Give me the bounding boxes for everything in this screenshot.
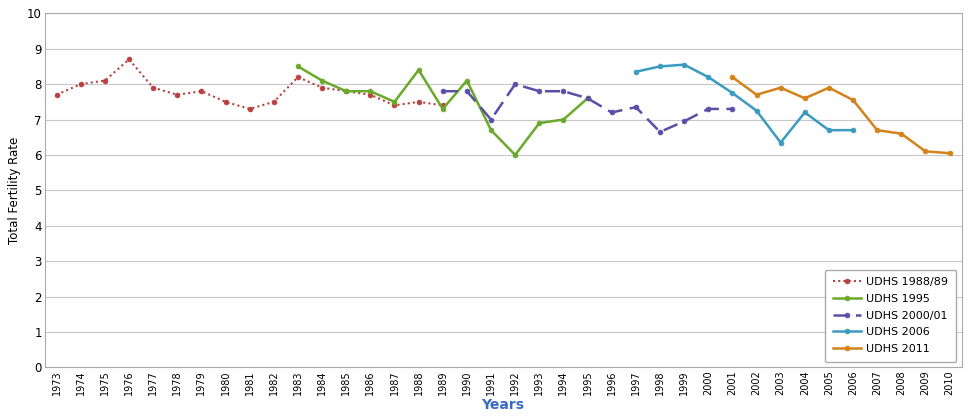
UDHS 2006 [726, 90, 737, 95]
UDHS 2000/01 [557, 89, 569, 94]
UDHS 1995 [292, 64, 303, 69]
UDHS 2006 [702, 74, 713, 79]
UDHS 2011 [894, 131, 906, 136]
UDHS 1988/89 [316, 85, 328, 90]
UDHS 2000/01 [509, 81, 520, 87]
UDHS 2011 [846, 97, 858, 102]
Line: UDHS 2000/01: UDHS 2000/01 [440, 82, 735, 134]
UDHS 1995 [340, 89, 352, 94]
UDHS 1995 [413, 68, 424, 73]
UDHS 1995 [557, 117, 569, 122]
UDHS 2006 [630, 69, 641, 74]
UDHS 1995 [436, 106, 448, 111]
UDHS 1988/89 [292, 74, 303, 79]
UDHS 1988/89 [172, 92, 183, 97]
UDHS 2011 [943, 151, 954, 156]
Line: UDHS 2006: UDHS 2006 [633, 62, 855, 145]
UDHS 1995 [364, 89, 376, 94]
UDHS 2000/01 [460, 89, 472, 94]
UDHS 1988/89 [267, 99, 279, 104]
UDHS 2000/01 [436, 89, 448, 94]
UDHS 1995 [484, 128, 496, 133]
UDHS 2006 [823, 128, 834, 133]
UDHS 2011 [750, 92, 762, 97]
UDHS 2011 [798, 96, 810, 101]
UDHS 1988/89 [75, 81, 86, 87]
Y-axis label: Total Fertility Rate: Total Fertility Rate [9, 137, 21, 244]
UDHS 2011 [919, 149, 930, 154]
UDHS 1988/89 [389, 103, 400, 108]
UDHS 2011 [774, 85, 786, 90]
UDHS 2000/01 [484, 117, 496, 122]
UDHS 1995 [460, 78, 472, 83]
UDHS 2000/01 [726, 106, 737, 111]
UDHS 1988/89 [196, 89, 207, 94]
UDHS 2000/01 [533, 89, 545, 94]
UDHS 2000/01 [702, 106, 713, 111]
UDHS 1988/89 [147, 85, 159, 90]
UDHS 1988/89 [123, 57, 135, 62]
Legend: UDHS 1988/89, UDHS 1995, UDHS 2000/01, UDHS 2006, UDHS 2011: UDHS 1988/89, UDHS 1995, UDHS 2000/01, U… [825, 270, 955, 362]
UDHS 2006 [677, 62, 689, 67]
X-axis label: Years: Years [481, 398, 524, 412]
UDHS 2000/01 [677, 119, 689, 124]
Line: UDHS 1995: UDHS 1995 [296, 64, 589, 158]
UDHS 1988/89 [364, 92, 376, 97]
UDHS 2006 [798, 110, 810, 115]
UDHS 1995 [389, 99, 400, 104]
UDHS 1995 [316, 78, 328, 83]
UDHS 1988/89 [50, 92, 62, 97]
UDHS 2000/01 [581, 96, 593, 101]
UDHS 2011 [823, 85, 834, 90]
UDHS 2006 [653, 64, 665, 69]
UDHS 2000/01 [630, 105, 641, 110]
UDHS 1988/89 [220, 99, 232, 104]
UDHS 2006 [846, 128, 858, 133]
UDHS 1988/89 [413, 99, 424, 104]
UDHS 2006 [774, 140, 786, 145]
UDHS 2000/01 [653, 129, 665, 134]
UDHS 1988/89 [436, 103, 448, 108]
UDHS 1988/89 [99, 78, 110, 83]
UDHS 1995 [581, 96, 593, 101]
UDHS 1988/89 [243, 106, 255, 111]
Line: UDHS 2011: UDHS 2011 [730, 75, 951, 155]
UDHS 2011 [726, 74, 737, 79]
UDHS 2000/01 [606, 110, 617, 115]
Line: UDHS 1988/89: UDHS 1988/89 [54, 57, 445, 111]
UDHS 2011 [870, 128, 882, 133]
UDHS 1995 [533, 121, 545, 126]
UDHS 1988/89 [340, 89, 352, 94]
UDHS 2006 [750, 108, 762, 113]
UDHS 1995 [509, 152, 520, 158]
